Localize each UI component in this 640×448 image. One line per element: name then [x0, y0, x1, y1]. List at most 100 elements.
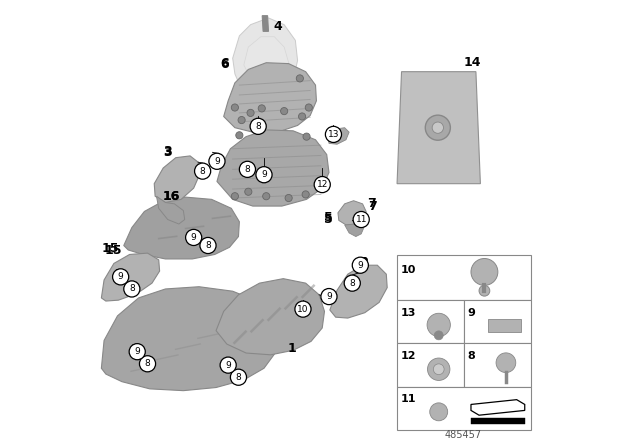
- Polygon shape: [488, 319, 522, 332]
- Text: 13: 13: [400, 307, 415, 318]
- Circle shape: [239, 161, 255, 177]
- Polygon shape: [328, 128, 349, 144]
- Circle shape: [325, 126, 342, 142]
- Circle shape: [427, 313, 451, 336]
- Text: 16: 16: [163, 190, 180, 203]
- Circle shape: [247, 109, 254, 116]
- Circle shape: [238, 116, 245, 124]
- Text: 6: 6: [221, 58, 229, 72]
- Polygon shape: [217, 130, 329, 206]
- Text: 11: 11: [355, 215, 367, 224]
- Circle shape: [352, 257, 369, 273]
- Text: 3: 3: [163, 146, 172, 159]
- Circle shape: [303, 133, 310, 140]
- Circle shape: [220, 357, 236, 373]
- Text: 8: 8: [244, 165, 250, 174]
- Text: 5: 5: [324, 211, 333, 224]
- Circle shape: [432, 122, 444, 134]
- Text: 10: 10: [297, 305, 308, 314]
- Text: 11: 11: [400, 394, 416, 405]
- Text: 5: 5: [324, 213, 333, 226]
- Circle shape: [129, 344, 145, 360]
- Polygon shape: [262, 16, 269, 31]
- Bar: [471, 418, 525, 423]
- Polygon shape: [330, 265, 387, 318]
- Text: 4: 4: [273, 20, 282, 34]
- Circle shape: [200, 237, 216, 254]
- Circle shape: [479, 285, 490, 296]
- Bar: [397, 255, 531, 300]
- Bar: [397, 343, 464, 387]
- Text: 485457: 485457: [445, 430, 482, 440]
- Circle shape: [425, 115, 451, 140]
- Circle shape: [262, 193, 270, 200]
- Text: 15: 15: [105, 244, 122, 258]
- Text: 9: 9: [467, 307, 476, 318]
- Bar: [464, 300, 531, 343]
- Circle shape: [428, 358, 450, 380]
- Circle shape: [113, 269, 129, 285]
- Circle shape: [344, 275, 360, 291]
- Text: 9: 9: [118, 272, 124, 281]
- Polygon shape: [101, 253, 159, 301]
- Bar: [397, 387, 531, 430]
- Circle shape: [302, 191, 309, 198]
- Text: 14: 14: [463, 56, 481, 69]
- Bar: [397, 300, 464, 343]
- Circle shape: [433, 364, 444, 375]
- Text: 3: 3: [163, 145, 172, 158]
- Circle shape: [296, 75, 303, 82]
- Text: 16: 16: [163, 190, 180, 203]
- Circle shape: [124, 281, 140, 297]
- Circle shape: [256, 167, 272, 183]
- Text: 7: 7: [369, 199, 377, 213]
- Circle shape: [316, 181, 323, 188]
- Circle shape: [250, 118, 266, 134]
- Circle shape: [195, 163, 211, 179]
- Polygon shape: [345, 220, 364, 237]
- Circle shape: [471, 258, 498, 285]
- Circle shape: [305, 104, 312, 111]
- Text: 12: 12: [317, 180, 328, 189]
- Text: 8: 8: [467, 351, 475, 361]
- Text: 12: 12: [400, 351, 416, 361]
- Polygon shape: [157, 196, 185, 224]
- Text: 8: 8: [205, 241, 211, 250]
- Circle shape: [430, 403, 448, 421]
- Circle shape: [353, 211, 369, 228]
- Circle shape: [236, 132, 243, 139]
- Polygon shape: [224, 63, 316, 132]
- Circle shape: [298, 113, 306, 120]
- Circle shape: [186, 229, 202, 246]
- Text: 13: 13: [328, 130, 339, 139]
- Circle shape: [244, 188, 252, 195]
- Circle shape: [280, 108, 288, 115]
- Circle shape: [285, 194, 292, 202]
- Text: 9: 9: [191, 233, 196, 242]
- Text: 1: 1: [288, 342, 296, 355]
- Text: 10: 10: [401, 265, 416, 275]
- Circle shape: [230, 369, 246, 385]
- Text: 9: 9: [326, 292, 332, 301]
- Circle shape: [231, 104, 239, 111]
- Polygon shape: [216, 279, 324, 355]
- Text: 9: 9: [225, 361, 231, 370]
- Polygon shape: [397, 72, 481, 184]
- Circle shape: [496, 353, 516, 373]
- Polygon shape: [101, 287, 279, 391]
- Circle shape: [209, 153, 225, 169]
- Text: 9: 9: [261, 170, 267, 179]
- Text: 8: 8: [349, 279, 355, 288]
- Text: 8: 8: [129, 284, 134, 293]
- Text: 8: 8: [255, 122, 261, 131]
- Polygon shape: [233, 18, 298, 101]
- Text: 6: 6: [221, 57, 229, 70]
- Bar: [464, 343, 531, 387]
- Circle shape: [295, 301, 311, 317]
- Polygon shape: [124, 197, 239, 259]
- Text: 8: 8: [145, 359, 150, 368]
- Text: 8: 8: [236, 373, 241, 382]
- Circle shape: [231, 193, 239, 200]
- Text: 7: 7: [367, 197, 376, 211]
- Text: 2: 2: [360, 255, 369, 269]
